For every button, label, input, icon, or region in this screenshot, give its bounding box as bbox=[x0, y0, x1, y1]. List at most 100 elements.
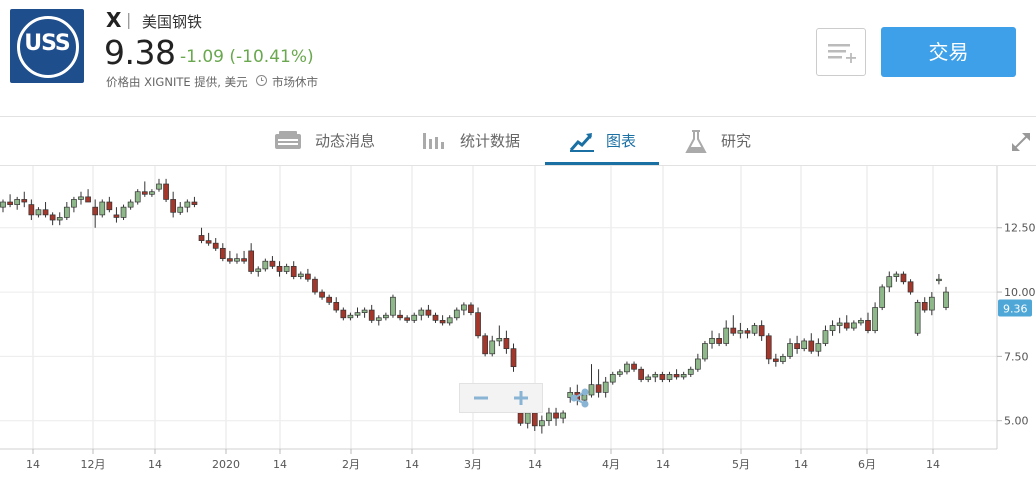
candle-body bbox=[475, 312, 481, 337]
candle-body bbox=[687, 368, 694, 375]
candle-body bbox=[283, 265, 290, 272]
candle-body bbox=[326, 296, 333, 303]
candle-body bbox=[63, 206, 70, 218]
x-tick-label: 14 bbox=[926, 458, 940, 471]
candle-body bbox=[772, 358, 779, 362]
market-status: 市场休市 bbox=[272, 75, 318, 89]
candle-body bbox=[673, 374, 680, 378]
candle-body bbox=[524, 412, 531, 424]
candle-body bbox=[21, 199, 28, 203]
candle-body bbox=[127, 201, 134, 208]
x-tick-label: 2020 bbox=[212, 458, 240, 471]
candle-body bbox=[482, 335, 488, 355]
chart-icon bbox=[569, 133, 594, 152]
tab-research[interactable]: 研究 bbox=[684, 117, 764, 165]
share-icon[interactable] bbox=[569, 387, 591, 409]
logo-ring bbox=[17, 16, 79, 78]
tab-news[interactable]: 动态消息 bbox=[273, 117, 393, 165]
candle-body bbox=[461, 304, 467, 311]
candle-body bbox=[936, 278, 942, 282]
flask-icon bbox=[685, 130, 707, 153]
candle-body bbox=[333, 302, 340, 311]
candle-body bbox=[113, 214, 120, 218]
candle-body bbox=[262, 260, 269, 270]
candle-body bbox=[595, 384, 602, 393]
candle-body bbox=[404, 317, 410, 321]
candle-body bbox=[602, 381, 609, 393]
price-source: 价格由 XIGNITE 提供, 美元 bbox=[106, 75, 248, 89]
candle-body bbox=[418, 309, 425, 316]
candle-body bbox=[794, 343, 800, 350]
logo-text: USS bbox=[24, 31, 71, 56]
candle-body bbox=[609, 374, 616, 383]
candle-body bbox=[361, 309, 368, 313]
candle-body bbox=[836, 322, 843, 326]
tab-news-label: 动态消息 bbox=[315, 132, 376, 150]
candle-body bbox=[737, 330, 744, 334]
candle-body bbox=[92, 206, 99, 216]
candle-body bbox=[432, 314, 439, 321]
candle-body bbox=[780, 356, 786, 362]
candle-body bbox=[241, 258, 247, 262]
candle-body bbox=[7, 201, 13, 205]
candle-body bbox=[0, 201, 6, 208]
last-price: 9.38 bbox=[104, 33, 176, 72]
candle-body bbox=[219, 247, 226, 259]
candle-body bbox=[120, 206, 127, 218]
y-tick-label: 10.00 bbox=[1004, 286, 1036, 299]
candle-body bbox=[531, 412, 538, 427]
zoom-out-button[interactable] bbox=[466, 384, 496, 412]
candle-body bbox=[638, 368, 644, 380]
candle-body bbox=[35, 209, 42, 216]
candle-body bbox=[843, 322, 850, 329]
last-price-label: 9.36 bbox=[1003, 303, 1028, 316]
candle-body bbox=[468, 304, 474, 313]
price-chart[interactable]: 12.50 10.00 7.50 5.00 9.36 14 12月 14 2020 14 2月 14 3… bbox=[0, 166, 1036, 477]
candle-body bbox=[886, 276, 893, 288]
watchlist-button[interactable] bbox=[816, 28, 866, 76]
candle-body bbox=[28, 204, 35, 216]
candle-body bbox=[170, 199, 177, 213]
candle-body bbox=[106, 201, 113, 211]
candle-body bbox=[865, 320, 871, 332]
candle-body bbox=[879, 286, 886, 308]
candle-body bbox=[765, 335, 772, 360]
candle-body bbox=[177, 206, 184, 213]
candle-body bbox=[709, 338, 715, 344]
candle-body bbox=[255, 268, 262, 272]
trade-button[interactable]: 交易 bbox=[881, 27, 1016, 77]
tab-chart[interactable]: 图表 bbox=[569, 117, 649, 165]
expand-icon[interactable] bbox=[1010, 131, 1032, 153]
x-tick-label: 3月 bbox=[464, 458, 482, 471]
candle-body bbox=[815, 343, 822, 352]
active-tab-indicator bbox=[545, 162, 659, 165]
candle-body bbox=[716, 338, 722, 344]
candle-body bbox=[553, 412, 559, 419]
candle-body bbox=[943, 291, 949, 308]
candle-body bbox=[149, 191, 155, 195]
candle-body bbox=[227, 258, 233, 262]
candle-body bbox=[631, 363, 637, 370]
candle-body bbox=[900, 273, 907, 283]
company-logo: USS bbox=[10, 9, 84, 83]
candle-body bbox=[616, 371, 623, 375]
candle-body bbox=[248, 250, 255, 272]
candle-body bbox=[375, 317, 382, 321]
price-change: -1.09 (-10.41%) bbox=[180, 47, 314, 67]
candle-body bbox=[453, 309, 460, 319]
candle-body bbox=[723, 327, 730, 344]
y-tick-label: 5.00 bbox=[1004, 415, 1029, 428]
candle-body bbox=[439, 320, 446, 324]
candle-body bbox=[702, 343, 708, 360]
candle-body bbox=[99, 201, 106, 216]
x-tick-label: 14 bbox=[528, 458, 542, 471]
candle-body bbox=[510, 348, 517, 368]
plus-icon bbox=[514, 391, 528, 405]
candle-body bbox=[383, 314, 389, 319]
candle-body bbox=[305, 273, 311, 280]
tab-stats[interactable]: 统计数据 bbox=[421, 117, 531, 165]
zoom-in-button[interactable] bbox=[506, 384, 536, 412]
candle-body bbox=[517, 412, 524, 424]
candle-body bbox=[730, 327, 737, 334]
candle-body bbox=[234, 258, 240, 262]
